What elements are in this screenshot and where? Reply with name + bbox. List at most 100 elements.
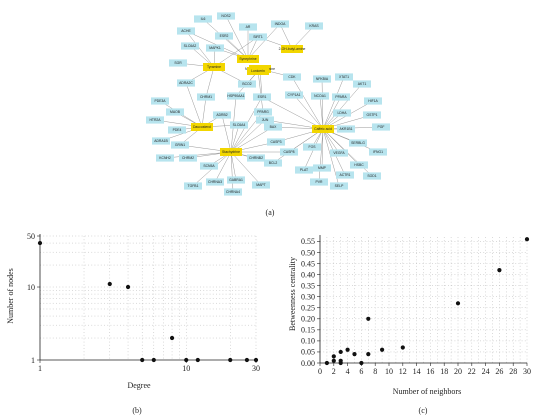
target-node-label: PPARG <box>257 110 269 114</box>
target-node: BAX <box>264 123 282 131</box>
network-edge <box>230 119 266 153</box>
betweenness-grid <box>320 237 528 363</box>
target-node-box <box>267 138 285 146</box>
target-node: MAPK1 <box>206 44 224 52</box>
compound-node-label: Tyramine <box>207 65 221 69</box>
target-node-label: LDHA <box>337 111 347 115</box>
target-node: ACHE <box>177 27 195 35</box>
target-node: SGR <box>169 59 187 67</box>
target-node-box <box>364 97 382 105</box>
target-node-box <box>168 126 186 134</box>
target-node: CHRNB2 <box>247 154 265 162</box>
degree-point <box>151 357 156 363</box>
target-node: XTAT1 <box>335 73 353 81</box>
target-node: PVR <box>310 178 328 186</box>
x-tick-label: 24 <box>482 367 490 376</box>
target-node-box <box>264 123 282 131</box>
target-node-box <box>227 176 245 184</box>
degree-points <box>37 240 259 363</box>
compound-node-box <box>281 45 303 53</box>
y-tick-label: 0.45 <box>301 259 315 268</box>
target-node-box <box>238 80 256 88</box>
target-node-label: NOS2 <box>221 14 230 18</box>
y-tick-label: 0.25 <box>301 304 315 313</box>
degree-distribution-plot: 1 10 30 1 10 50 Degree Number of nodes <box>6 232 260 390</box>
target-node-label: ADRA1B <box>154 139 168 143</box>
target-node-label: ADRA2C <box>179 81 193 85</box>
network-edge <box>230 151 262 186</box>
target-node-box <box>337 125 355 133</box>
network-edge <box>272 128 324 164</box>
network-edge <box>321 128 324 169</box>
target-node: CASP3 <box>267 138 285 146</box>
network-edge <box>230 151 234 193</box>
target-node: AKR1B1 <box>337 125 355 133</box>
target-node-box <box>184 182 202 190</box>
target-node-box <box>310 178 328 186</box>
target-node: PPARA <box>332 93 350 101</box>
target-node-box <box>313 75 331 83</box>
betweenness-point <box>331 358 336 363</box>
target-node: SLC6A2 <box>181 42 199 50</box>
target-node-label: IL6 <box>201 17 206 21</box>
target-node: NOS2 <box>217 12 235 20</box>
target-node-label: BAX <box>270 125 278 129</box>
network-edge <box>261 96 324 130</box>
y-tick-label: 0.05 <box>301 348 315 357</box>
target-node-label: TGFB1 <box>188 184 199 188</box>
target-node: CASP8 <box>280 148 298 156</box>
target-node-label: SLC6A2 <box>184 44 197 48</box>
compound-node: Caffeic acid <box>312 125 334 133</box>
network-edge <box>221 114 232 153</box>
target-node-box <box>336 171 354 179</box>
target-node-box <box>194 15 212 23</box>
target-node-label: KRAS <box>309 24 319 28</box>
target-node-label: NFKBIA <box>316 77 329 81</box>
target-node-label: HSP90AA1 <box>227 94 244 98</box>
target-node-label: SOD1 <box>367 174 376 178</box>
target-node-label: ADRB2 <box>216 113 227 117</box>
target-node: SOD1 <box>363 172 381 180</box>
x-tick-label: 10 <box>182 364 190 373</box>
betweenness-point <box>497 268 502 273</box>
target-node-label: IFNG1 <box>373 150 383 154</box>
target-node: GSTP1 <box>363 111 381 119</box>
compound-node-box <box>237 55 259 63</box>
compound-node-label: 2-OH-butyl-amine <box>279 47 306 51</box>
target-node: ADRA1B <box>152 137 170 145</box>
x-tick-label: 26 <box>495 367 503 376</box>
target-node-box <box>230 121 248 129</box>
compound-node-label: Synephrine <box>239 57 256 61</box>
target-node: KRAS <box>305 22 323 30</box>
compound-node-box <box>247 67 269 75</box>
betweenness-x-label: Number of neighbors <box>393 387 461 396</box>
x-tick-label: 30 <box>523 367 531 376</box>
network-edge <box>205 66 215 98</box>
network-edge <box>321 78 324 130</box>
target-node-label: INDOA <box>275 22 286 26</box>
network-nodes: IL6 NOS2 ACHE AR ESR2 INDOA KRAS SLC6A2 SGR MAPK1… <box>146 12 390 196</box>
target-node: ESR2 <box>215 32 233 40</box>
betweenness-plot: 0 2 4 6 8 10 12 14 16 18 20 22 24 26 28 300.000.050.100… <box>288 235 531 396</box>
target-node-label: SIRT1 <box>253 35 263 39</box>
target-node-box <box>206 178 224 186</box>
betweenness-point <box>345 347 350 352</box>
target-node: INDOA <box>271 20 289 28</box>
compound-node: Daucosterol <box>191 123 213 131</box>
target-node-box <box>280 148 298 156</box>
target-node: NCOA1 <box>311 92 329 100</box>
target-node: KCNH2 <box>156 154 174 162</box>
x-tick-label: 6 <box>359 367 363 376</box>
target-node: IL6 <box>194 15 212 23</box>
target-node: SLC6A4 <box>230 121 248 129</box>
target-node-box <box>252 181 270 189</box>
target-node: PDE3A <box>151 97 169 105</box>
y-tick-label: 0.50 <box>301 248 315 257</box>
target-node: CHRM2 <box>179 154 197 162</box>
target-node: PGF <box>372 123 390 131</box>
degree-axes <box>39 234 256 361</box>
compound-node-box <box>312 125 334 133</box>
betweenness-point <box>338 349 343 355</box>
target-node-label: BCL2 <box>269 161 278 165</box>
target-node-label: HTR2A <box>149 118 161 122</box>
